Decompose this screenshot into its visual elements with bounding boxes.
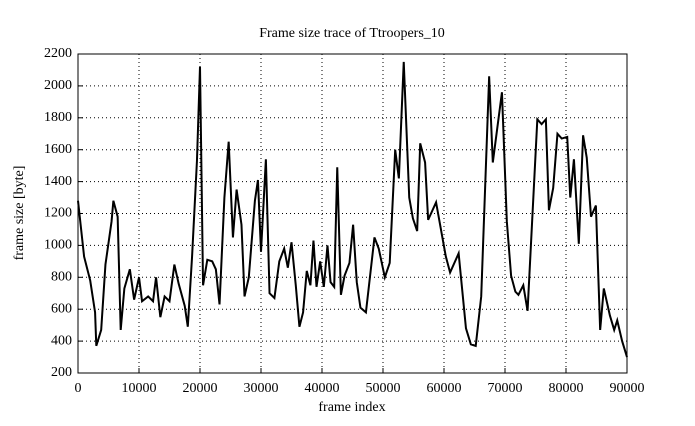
x-tick-label: 80000 bbox=[549, 381, 584, 396]
x-tick-label: 70000 bbox=[488, 381, 523, 396]
x-tick-label: 30000 bbox=[244, 381, 279, 396]
y-tick-label: 1400 bbox=[44, 174, 72, 189]
y-tick-label: 800 bbox=[51, 270, 72, 285]
y-tick-label: 1600 bbox=[44, 142, 72, 157]
chart-title: Frame size trace of Ttroopers_10 bbox=[259, 26, 445, 41]
x-tick-label: 40000 bbox=[305, 381, 340, 396]
y-tick-label: 2200 bbox=[44, 46, 72, 61]
plot-frame bbox=[77, 53, 628, 374]
y-tick-label: 1200 bbox=[44, 206, 72, 221]
x-tick-label: 90000 bbox=[610, 381, 645, 396]
y-tick-label: 1000 bbox=[44, 238, 72, 253]
x-tick-label: 10000 bbox=[122, 381, 157, 396]
y-tick-label: 600 bbox=[51, 301, 72, 316]
y-tick-label: 2000 bbox=[44, 78, 72, 93]
y-axis-label: frame size [byte] bbox=[12, 166, 27, 261]
x-tick-label: 60000 bbox=[427, 381, 462, 396]
y-tick-label: 1800 bbox=[44, 110, 72, 125]
x-tick-label: 0 bbox=[75, 381, 82, 396]
y-tick-label: 200 bbox=[51, 365, 72, 380]
x-tick-label: 50000 bbox=[366, 381, 401, 396]
data-line bbox=[77, 61, 628, 358]
y-tick-label: 400 bbox=[51, 333, 72, 348]
x-tick-label: 20000 bbox=[183, 381, 218, 396]
x-axis-label: frame index bbox=[318, 400, 385, 415]
